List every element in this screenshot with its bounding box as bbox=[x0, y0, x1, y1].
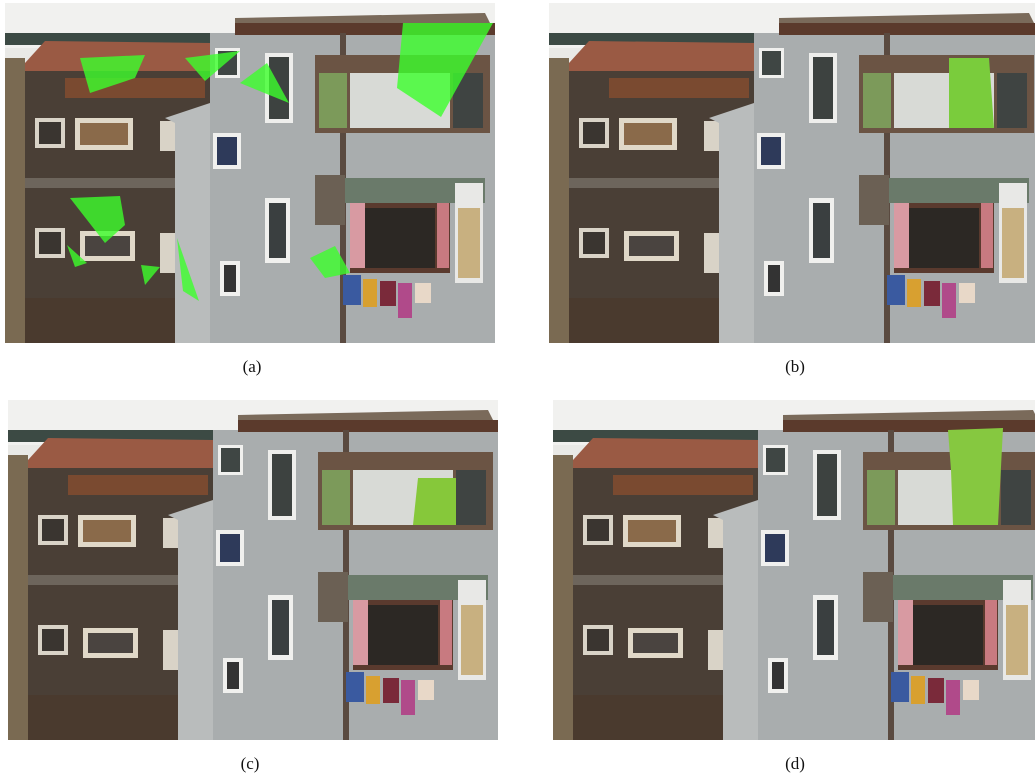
caption: (a) bbox=[243, 357, 262, 376]
photo-d bbox=[553, 400, 1035, 740]
caption: (c) bbox=[241, 754, 260, 773]
photo-c bbox=[8, 400, 498, 740]
photo-a bbox=[5, 3, 495, 343]
caption: (b) bbox=[785, 357, 805, 376]
caption: (d) bbox=[785, 754, 805, 773]
photo-b bbox=[549, 3, 1035, 343]
